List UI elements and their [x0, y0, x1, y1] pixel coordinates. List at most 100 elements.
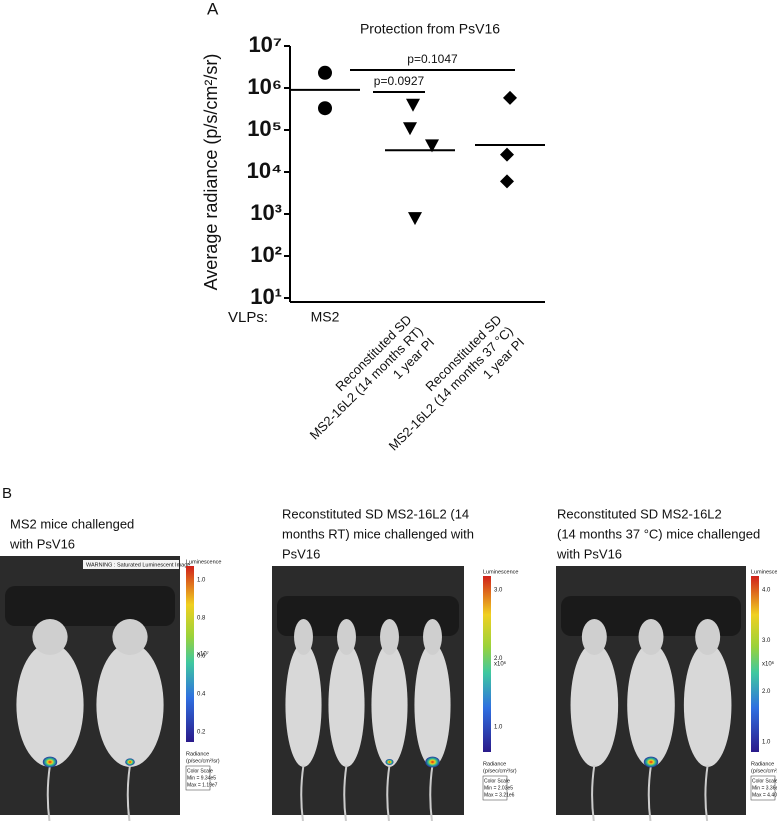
y-axis-label: Average radiance (p/s/cm²/sr) — [201, 54, 221, 291]
image-title: (14 months 37 °C) mice challenged — [557, 526, 760, 541]
chart-title: Protection from PsV16 — [360, 21, 500, 37]
mouse-head — [112, 619, 148, 655]
colorbar-unit: Radiance — [186, 751, 209, 757]
p-value: p=0.1047 — [407, 52, 458, 66]
mouse-head — [581, 619, 607, 655]
colorbar-title: Luminescence — [483, 569, 518, 575]
colorbar-tick-label: 0.2 — [197, 730, 206, 736]
colorbar — [483, 576, 491, 752]
data-point — [318, 101, 332, 116]
signal — [125, 758, 135, 766]
panel-label: B — [2, 485, 12, 502]
color-scale: Max = 4.40e6 — [752, 792, 777, 798]
data-point — [503, 90, 517, 105]
mouse — [627, 643, 675, 767]
colorbar — [186, 566, 194, 742]
mouse — [285, 643, 322, 767]
mouse-tail — [126, 764, 132, 826]
mouse-head — [695, 619, 721, 655]
colorbar-multiplier: x10⁷ — [197, 651, 209, 658]
mouse — [414, 643, 451, 767]
warning: WARNING : Saturated Luminescent Image — [86, 562, 190, 568]
color-scale: Max = 1.19e7 — [187, 782, 218, 788]
mouse-head — [294, 619, 313, 655]
colorbar-tick-label: 0.8 — [197, 616, 206, 622]
y-tick-label: 10³ — [250, 200, 282, 225]
colorbar-tick-label: 2.0 — [762, 689, 771, 695]
colorbar-unit: (p/sec/cm²/sr) — [186, 758, 220, 764]
p-value: p=0.0927 — [374, 74, 425, 88]
color-scale: Color Scale — [752, 778, 777, 784]
color-scale: Color Scale — [187, 768, 213, 774]
colorbar-multiplier: x10⁶ — [762, 661, 775, 668]
mouse-tail — [647, 764, 653, 826]
mouse-tail — [704, 764, 709, 826]
data-point — [408, 212, 422, 226]
mouse — [371, 643, 408, 767]
data-point — [406, 98, 420, 112]
y-tick-label: 10⁴ — [247, 158, 282, 183]
data-point — [500, 174, 514, 189]
mouse-head — [380, 619, 399, 655]
mouse-tail — [300, 764, 305, 826]
color-scale: Min = 2.03e5 — [484, 785, 513, 791]
colorbar-tick-label: 1.0 — [494, 724, 503, 730]
image-title: months RT) mice challenged with — [282, 526, 474, 541]
cage — [277, 596, 459, 636]
colorbar-unit: (p/sec/cm²/sr) — [751, 768, 777, 774]
signal — [42, 756, 58, 768]
data-point — [425, 139, 439, 153]
colorbar-unit: Radiance — [751, 761, 774, 767]
color-scale: Max = 3.21e6 — [484, 792, 515, 798]
colorbar-tick-label: 0.6 — [197, 654, 206, 660]
y-tick-label: 10² — [250, 242, 282, 267]
mouse-tail — [429, 764, 434, 826]
colorbar-multiplier: x10⁶ — [494, 661, 507, 668]
x-tick-label: MS2 — [311, 309, 340, 325]
image-title: with PsV16 — [9, 536, 75, 551]
x-axis-label: VLPs: — [228, 309, 268, 326]
signal — [385, 759, 394, 765]
colorbar-tick-label: 3.0 — [494, 588, 503, 594]
image-title: Reconstituted SD MS2-16L2 (14 — [282, 506, 469, 521]
y-tick-label: 10⁶ — [247, 74, 282, 99]
y-tick-label: 10⁵ — [247, 116, 282, 141]
mouse — [570, 643, 619, 767]
cage — [561, 596, 741, 636]
signal — [425, 756, 440, 768]
colorbar-unit: Radiance — [483, 761, 506, 767]
mouse-head — [423, 619, 442, 655]
image-title: with PsV16 — [556, 546, 622, 561]
scale-box — [482, 775, 508, 801]
mouse-head — [638, 619, 664, 655]
colorbar-tick-label: 1.0 — [762, 740, 771, 746]
mouse-tail — [46, 764, 52, 826]
colorbar-title: Luminescence — [186, 559, 221, 565]
mouse — [16, 643, 84, 767]
image-title: MS2 mice challenged — [10, 516, 134, 531]
data-point — [500, 147, 514, 162]
scale-box — [750, 775, 776, 801]
image-title: PsV16 — [282, 546, 320, 561]
data-point — [318, 65, 332, 80]
scale-box — [185, 765, 211, 791]
mouse-tail — [386, 764, 391, 826]
colorbar-unit: (p/sec/cm²/sr) — [483, 768, 517, 774]
colorbar — [751, 576, 759, 752]
color-scale: Min = 9.34e5 — [187, 775, 216, 781]
y-tick-label: 10⁷ — [248, 32, 282, 57]
warning-box — [83, 560, 179, 569]
cage — [5, 586, 175, 626]
data-point — [403, 122, 417, 136]
mouse-tail — [343, 764, 348, 826]
panel-label: A — [207, 0, 219, 18]
image-title: Reconstituted SD MS2-16L2 — [557, 506, 722, 521]
color-scale: Color Scale — [484, 778, 510, 784]
mouse — [96, 643, 164, 767]
mouse-tail — [591, 764, 596, 826]
colorbar-tick-label: 0.4 — [197, 692, 206, 698]
mouse-head — [337, 619, 356, 655]
